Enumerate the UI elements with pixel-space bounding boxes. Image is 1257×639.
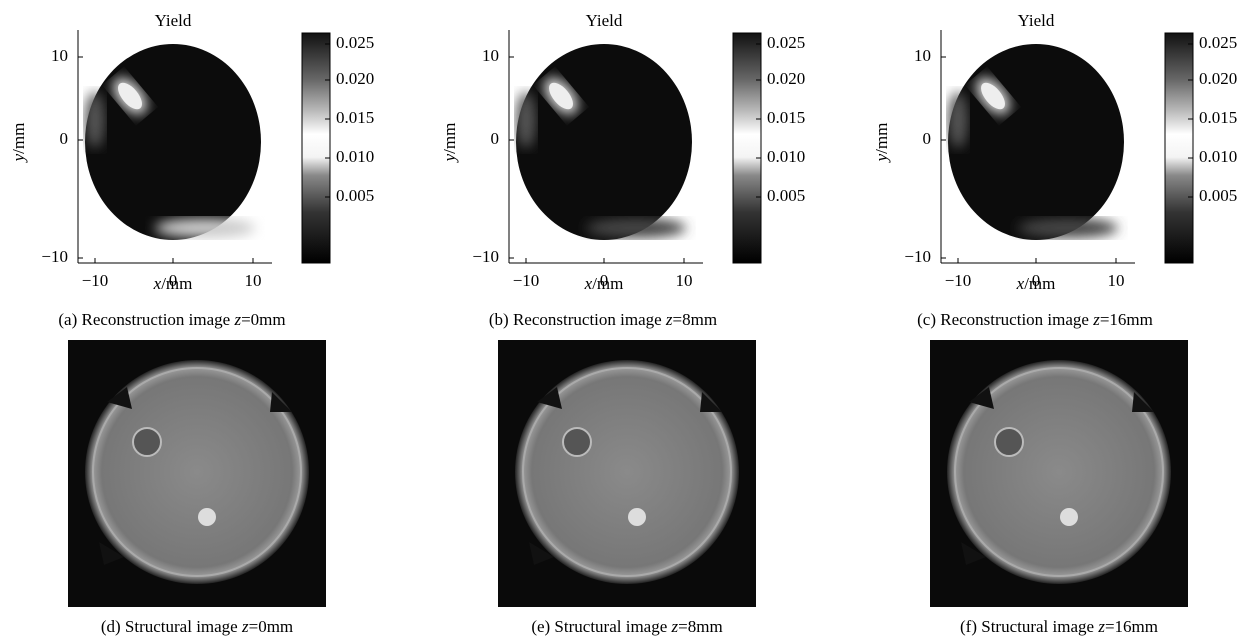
y-tick-label: 10 (51, 46, 68, 65)
caption-part: (a) Reconstruction image (58, 310, 234, 329)
heatmap-edge (586, 218, 686, 238)
heatmap-edge (1018, 218, 1118, 238)
heatmap (85, 44, 261, 240)
y-axis-label-part: /mm (9, 123, 28, 154)
x-tick-label: 10 (676, 271, 693, 290)
colorbar-tick-label: 0.015 (767, 108, 805, 127)
y-tick-label: 0 (60, 129, 69, 148)
caption: (f) Structural image z=16mm (960, 617, 1158, 636)
colorbar-tick-label: 0.005 (767, 186, 805, 205)
caption: (c) Reconstruction image z=16mm (917, 310, 1153, 329)
y-tick-label: 0 (491, 129, 500, 148)
x-axis-label: x/mm (1016, 274, 1056, 293)
x-axis-label-part: /mm (592, 274, 623, 293)
heatmap-disc (516, 44, 692, 240)
colorbar-tick-label: 0.025 (1199, 33, 1237, 52)
plot-title: Yield (586, 11, 623, 30)
feature (1060, 508, 1078, 526)
x-tick-label: 10 (245, 271, 262, 290)
colorbar-tick-label: 0.010 (1199, 147, 1237, 166)
colorbar (733, 33, 761, 263)
feature (133, 428, 161, 456)
colorbar-tick-label: 0.025 (336, 33, 374, 52)
x-tick-label: −10 (82, 271, 109, 290)
x-axis-label-part: /mm (1024, 274, 1055, 293)
feature (563, 428, 591, 456)
caption: (e) Structural image z=8mm (531, 617, 722, 636)
y-axis-label-part: /mm (440, 123, 459, 154)
x-axis-label-part: /mm (161, 274, 192, 293)
x-tick-label: −10 (513, 271, 540, 290)
y-tick-label: 10 (914, 46, 931, 65)
caption-part: (d) Structural image (101, 617, 242, 636)
plot-title: Yield (1018, 11, 1055, 30)
figure: Yield −10 0 10 10 0 −10 x/mm y/mm 0.025 0.020 0.015… (0, 0, 1257, 639)
colorbar-tick-label: 0.005 (336, 186, 374, 205)
colorbar (302, 33, 330, 263)
x-tick-label: 10 (1108, 271, 1125, 290)
heatmap (516, 44, 692, 240)
colorbar-tick-label: 0.015 (1199, 108, 1237, 127)
y-axis-label-part: y (440, 153, 459, 163)
caption: (d) Structural image z=0mm (101, 617, 293, 636)
y-tick-label: −10 (472, 247, 499, 266)
colorbar (1165, 33, 1193, 263)
caption-part: =8mm (678, 617, 723, 636)
heatmap (948, 44, 1124, 240)
caption: (a) Reconstruction image z=0mm (58, 310, 285, 329)
feature (198, 508, 216, 526)
colorbar-tick-label: 0.020 (767, 69, 805, 88)
caption-part: =8mm (673, 310, 718, 329)
y-tick-label: −10 (904, 247, 931, 266)
feature (628, 508, 646, 526)
caption-part: (e) Structural image (531, 617, 671, 636)
y-axis-label: y/mm (440, 123, 459, 164)
heatmap-disc (85, 44, 261, 240)
plot-title: Yield (155, 11, 192, 30)
y-axis-label-part: /mm (872, 123, 891, 154)
heatmap-edge (948, 92, 968, 148)
x-axis-label: x/mm (584, 274, 624, 293)
caption-part: =16mm (1100, 310, 1153, 329)
colorbar-tick-label: 0.020 (1199, 69, 1237, 88)
colorbar-tick-label: 0.015 (336, 108, 374, 127)
colorbar-tick-label: 0.020 (336, 69, 374, 88)
heatmap-edge (155, 218, 255, 238)
y-axis-label: y/mm (872, 123, 891, 164)
heatmap-edge (516, 92, 536, 148)
heatmap-disc (948, 44, 1124, 240)
colorbar-tick-label: 0.010 (767, 147, 805, 166)
caption-part: =0mm (249, 617, 294, 636)
y-axis-label-part: y (872, 153, 891, 163)
colorbar-tick-label: 0.025 (767, 33, 805, 52)
caption-part: (b) Reconstruction image (489, 310, 666, 329)
y-axis-label: y/mm (9, 123, 28, 164)
y-tick-label: 10 (482, 46, 499, 65)
colorbar-tick-label: 0.010 (336, 147, 374, 166)
caption-part: (f) Structural image (960, 617, 1098, 636)
heatmap-edge (85, 92, 105, 148)
feature (995, 428, 1023, 456)
colorbar-tick-label: 0.005 (1199, 186, 1237, 205)
caption: (b) Reconstruction image z=8mm (489, 310, 717, 329)
caption-part: (c) Reconstruction image (917, 310, 1093, 329)
caption-part: =0mm (241, 310, 286, 329)
caption-part: =16mm (1105, 617, 1158, 636)
x-tick-label: −10 (945, 271, 972, 290)
x-axis-label: x/mm (153, 274, 193, 293)
y-tick-label: −10 (41, 247, 68, 266)
y-tick-label: 0 (923, 129, 932, 148)
y-axis-label-part: y (9, 153, 28, 163)
